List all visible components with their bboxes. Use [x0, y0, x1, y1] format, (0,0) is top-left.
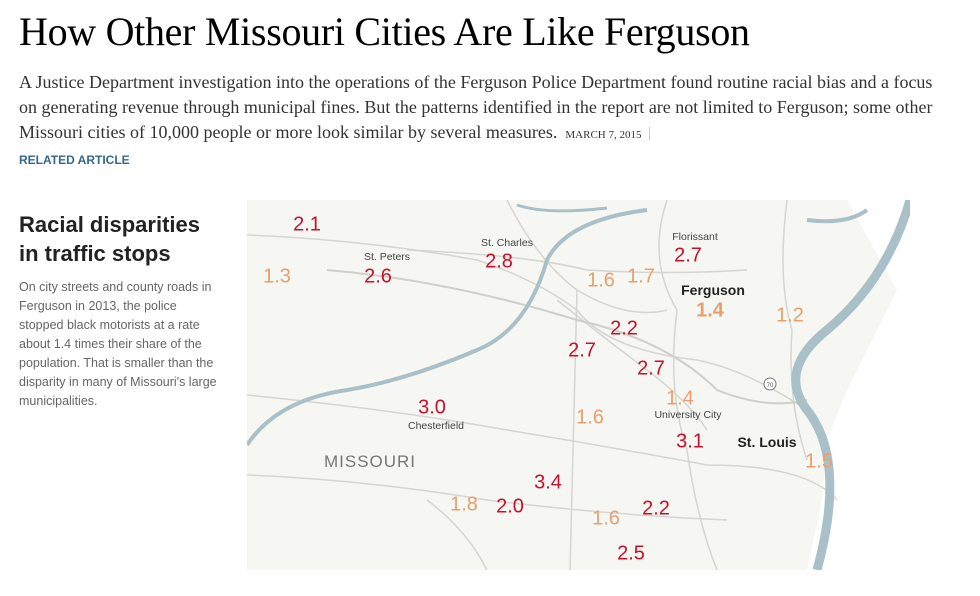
city-label: St. Peters — [363, 251, 411, 263]
page-title: How Other Missouri Cities Are Like Fergu… — [19, 9, 750, 54]
city-label: University City — [654, 409, 722, 421]
map-base: 70 — [247, 200, 910, 570]
value-label: 2.2 — [610, 317, 638, 340]
value-label: 1.6 — [576, 406, 604, 429]
value-label-ferguson: 1.4 — [696, 299, 724, 322]
value-label: 1.7 — [627, 265, 655, 288]
value-label: 3.1 — [676, 430, 704, 453]
summary-text: A Justice Department investigation into … — [19, 72, 933, 142]
city-label-ferguson: Ferguson — [681, 282, 745, 298]
value-label: 2.8 — [485, 250, 513, 273]
summary: A Justice Department investigation into … — [19, 70, 939, 148]
city-label: Chesterfield — [407, 420, 465, 432]
map: 70 MISSOURI St. Peters St. Charles Flori… — [247, 200, 910, 570]
value-label: 2.7 — [674, 244, 702, 267]
city-label-st-louis: St. Louis — [737, 434, 797, 450]
svg-text:70: 70 — [767, 383, 774, 389]
highway-i70 — [326, 269, 808, 405]
publish-date: MARCH 7, 2015 — [565, 129, 642, 141]
value-label: 1.3 — [263, 265, 291, 288]
section-title: Racial disparities in traffic stops — [19, 212, 200, 266]
value-label: 1.2 — [776, 304, 804, 327]
value-label: 1.8 — [450, 493, 478, 516]
value-label: 3.0 — [418, 396, 446, 419]
value-label: 2.7 — [568, 339, 596, 362]
highway-70-shield-icon: 70 — [763, 377, 777, 391]
value-label: 1.6 — [592, 507, 620, 530]
divider — [649, 127, 651, 141]
value-label: 1.6 — [587, 269, 615, 292]
roads — [247, 200, 838, 570]
value-label: 2.0 — [496, 495, 524, 518]
value-label: 2.5 — [617, 542, 645, 565]
value-label: 1.4 — [666, 387, 694, 410]
rivers — [247, 200, 910, 570]
illinois-area — [807, 200, 910, 570]
value-label: 2.1 — [293, 213, 321, 236]
value-label: 2.6 — [364, 265, 392, 288]
city-label: St. Charles — [481, 237, 533, 249]
value-label: 3.4 — [534, 471, 562, 494]
city-label: Florissant — [672, 231, 718, 243]
section-description: On city streets and county roads in Ferg… — [19, 280, 217, 408]
value-label: 2.2 — [642, 497, 670, 520]
value-label: 1.5 — [805, 450, 833, 473]
related-article-link[interactable]: RELATED ARTICLE — [19, 153, 130, 167]
value-label: 2.7 — [637, 357, 665, 380]
state-label: MISSOURI — [323, 452, 417, 471]
